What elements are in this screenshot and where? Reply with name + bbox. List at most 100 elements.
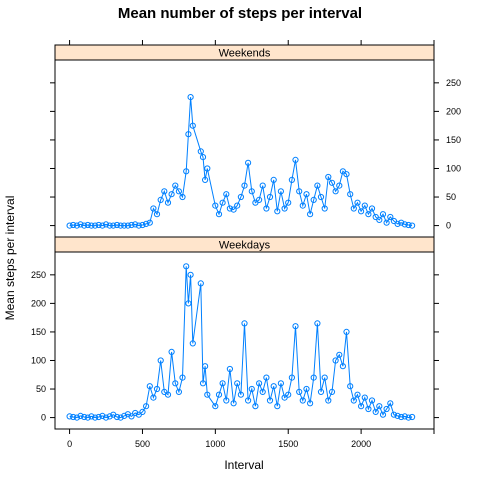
data-point (226, 205, 233, 212)
data-point (143, 220, 150, 227)
panel-weekdays: Weekdays 0 50 100 150 200 250 (31, 236, 439, 430)
data-point (307, 211, 314, 218)
data-point (199, 380, 207, 387)
x-tick-label: 2000 (351, 439, 371, 449)
data-point (277, 380, 284, 387)
data-point (146, 383, 153, 390)
data-point (343, 328, 350, 335)
data-point (204, 391, 211, 398)
data-point (277, 188, 284, 195)
data-point (383, 219, 390, 226)
data-point (157, 357, 164, 364)
data-point (245, 397, 252, 404)
data-point (226, 365, 233, 373)
data-point (361, 202, 368, 209)
data-point (350, 205, 357, 212)
y-tick-label: 200 (31, 298, 46, 308)
data-point (339, 363, 346, 370)
data-point (328, 179, 336, 186)
data-point (409, 413, 416, 421)
data-point (317, 388, 325, 395)
data-point (281, 205, 288, 212)
series-line-weekends (69, 97, 413, 227)
data-point (361, 394, 368, 401)
data-point (92, 222, 99, 229)
data-point (314, 182, 321, 189)
data-point (376, 403, 383, 410)
data-point (354, 199, 361, 206)
data-point (328, 388, 336, 395)
data-point (321, 374, 328, 381)
data-point (379, 411, 387, 418)
data-point (185, 131, 192, 138)
data-point (347, 191, 354, 198)
data-point (185, 300, 192, 307)
data-point (274, 208, 281, 215)
data-point (288, 176, 295, 183)
y-tick-label: 150 (446, 135, 461, 145)
data-point (394, 220, 401, 227)
x-tick-label: 1500 (278, 439, 298, 449)
data-point (263, 374, 270, 381)
data-point (175, 388, 182, 395)
data-point (212, 403, 219, 410)
data-point (317, 193, 325, 201)
data-point (197, 280, 204, 287)
data-point (332, 357, 339, 364)
data-point (106, 413, 113, 420)
plot-frame-weekdays (54, 251, 435, 430)
chart-title: Mean number of steps per interval (118, 5, 362, 22)
data-point (358, 208, 365, 215)
data-point (84, 414, 91, 421)
series-line-weekdays (69, 266, 413, 419)
data-point (143, 403, 150, 410)
data-point (350, 397, 357, 404)
data-point (132, 221, 139, 228)
x-tick-label: 1000 (205, 439, 225, 449)
data-point (77, 221, 84, 228)
data-point (81, 413, 88, 421)
data-point (164, 391, 172, 398)
data-point (310, 374, 317, 381)
data-point (215, 211, 223, 218)
data-point (73, 414, 81, 421)
data-point (189, 340, 196, 347)
data-point (379, 211, 387, 218)
data-point (401, 413, 408, 420)
data-point (179, 374, 186, 381)
data-point (241, 182, 248, 189)
data-point (270, 383, 277, 390)
y-tick-label: 50 (446, 192, 456, 202)
y-tick-label: 100 (31, 355, 46, 365)
data-point (66, 413, 73, 420)
data-point (202, 363, 209, 370)
data-point (405, 221, 412, 229)
data-point (128, 221, 135, 229)
data-point (343, 171, 350, 178)
data-point (390, 217, 397, 225)
data-point (285, 391, 292, 398)
data-point (70, 221, 77, 229)
data-point (332, 188, 339, 195)
data-point (187, 271, 194, 278)
y-tick-label: 200 (446, 106, 461, 116)
data-point (237, 193, 244, 201)
data-point (241, 320, 248, 327)
data-point (81, 222, 88, 229)
data-point (183, 263, 190, 270)
data-point (347, 383, 354, 390)
x-tick-label: 0 (67, 439, 72, 449)
x-axis-label: Interval (224, 458, 263, 472)
data-point (354, 391, 361, 398)
data-point (270, 176, 277, 183)
data-point (202, 176, 209, 183)
data-point (168, 348, 175, 355)
data-point (256, 380, 263, 387)
data-point (299, 397, 306, 404)
data-point (164, 199, 172, 206)
data-point (368, 397, 376, 404)
data-point (390, 411, 397, 418)
data-point (73, 222, 81, 229)
plot-frame-weekends (54, 59, 435, 238)
data-point (150, 205, 157, 212)
